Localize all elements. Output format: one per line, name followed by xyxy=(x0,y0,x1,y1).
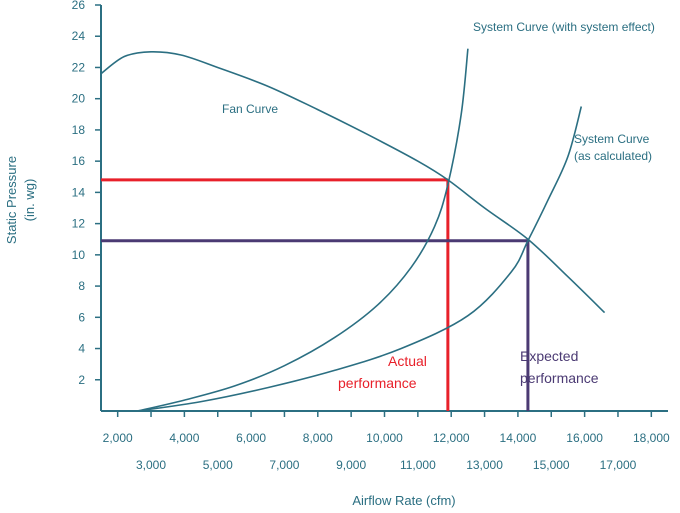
y-tick-label: 8 xyxy=(78,279,85,293)
y-tick-label: 6 xyxy=(78,310,85,324)
y-tick-label: 16 xyxy=(72,154,86,168)
actual-label-1: Actual xyxy=(388,353,427,369)
y-axis-label-1: Static Pressure xyxy=(4,156,19,244)
x-tick-label: 13,000 xyxy=(466,458,503,472)
y-tick-label: 10 xyxy=(72,248,86,262)
y-tick-label: 24 xyxy=(72,29,86,43)
x-tick-label: 6,000 xyxy=(236,431,266,445)
x-tick-label: 16,000 xyxy=(566,431,603,445)
x-tick-label: 14,000 xyxy=(500,431,537,445)
y-tick-label: 18 xyxy=(72,123,86,137)
x-tick-label: 10,000 xyxy=(366,431,403,445)
x-tick-label: 12,000 xyxy=(433,431,470,445)
y-axis-label-2: (in. wg) xyxy=(22,179,37,222)
x-tick-label: 15,000 xyxy=(533,458,570,472)
x-axis-label: Airflow Rate (cfm) xyxy=(352,493,455,508)
x-tick-label: 2,000 xyxy=(103,431,133,445)
x-tick-label: 7,000 xyxy=(269,458,299,472)
x-tick-label: 3,000 xyxy=(136,458,166,472)
x-tick-label: 8,000 xyxy=(303,431,333,445)
x-tick-label: 11,000 xyxy=(400,458,436,472)
x-tick-label: 18,000 xyxy=(633,431,670,445)
actual-label-2: performance xyxy=(338,375,417,391)
y-tick-label: 4 xyxy=(78,342,85,356)
y-tick-label: 2 xyxy=(78,373,85,387)
system-calc-label-2: (as calculated) xyxy=(574,149,652,163)
fan-curve-line xyxy=(101,50,606,314)
x-ticks: 2,000 4,000 6,000 8,000 10,000 12,000 14,000 16… xyxy=(103,411,670,472)
y-tick-label: 12 xyxy=(72,217,86,231)
operating-lines xyxy=(101,178,530,411)
x-tick-label: 5,000 xyxy=(203,458,233,472)
x-tick-label: 17,000 xyxy=(600,458,637,472)
expected-label-2: performance xyxy=(520,370,599,386)
curves xyxy=(101,48,606,411)
y-tick-label: 20 xyxy=(72,92,86,106)
system-effect-label: System Curve (with system effect) xyxy=(473,20,655,34)
x-tick-label: 4,000 xyxy=(169,431,199,445)
y-tick-label: 14 xyxy=(72,185,86,199)
x-tick-label: 9,000 xyxy=(336,458,366,472)
y-tick-label: 26 xyxy=(72,0,86,12)
system-curve-as-calculated-line xyxy=(137,106,583,411)
system-curve-with-system-effect-line xyxy=(137,48,469,411)
y-tick-label: 22 xyxy=(72,60,86,74)
fan-curve-label: Fan Curve xyxy=(222,102,278,116)
system-calc-label-1: System Curve xyxy=(574,132,650,146)
expected-label-1: Expected xyxy=(520,348,578,364)
